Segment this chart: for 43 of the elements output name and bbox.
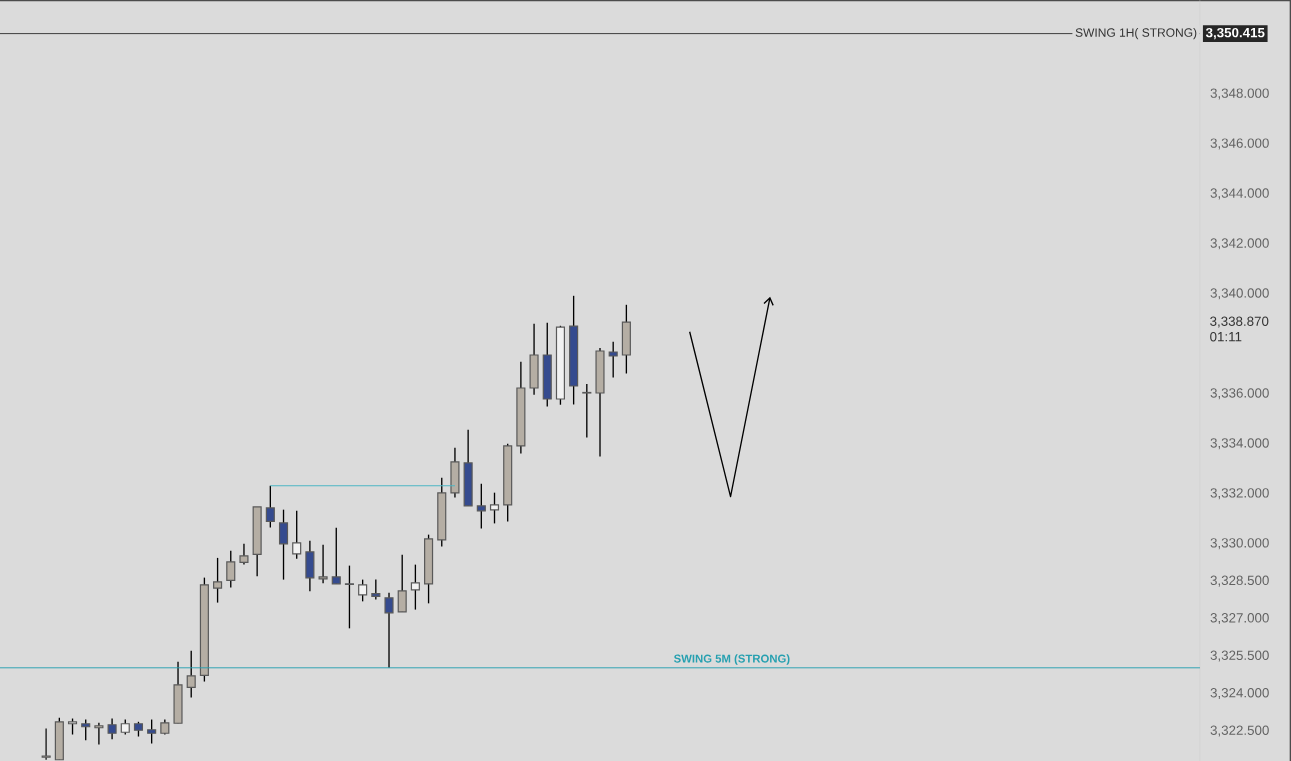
text: 3,350.415	[1205, 27, 1265, 40]
y-tick-label: 3,346.000	[1210, 138, 1269, 150]
y-tick-label: 3,344.000	[1210, 188, 1269, 200]
candlestick	[582, 383, 592, 439]
candlestick	[278, 508, 289, 581]
candlestick	[147, 718, 157, 745]
y-tick-label: 3,325.500	[1210, 650, 1269, 662]
candlestick	[265, 485, 275, 529]
candlestick	[608, 341, 618, 379]
y-tick-label: 3,336.000	[1210, 388, 1269, 400]
y-tick-label: 3,330.000	[1210, 538, 1269, 550]
y-tick-label: 3,348.000	[1210, 88, 1269, 100]
y-tick-label: 3,342.000	[1210, 238, 1269, 250]
y-tick-label: 3,340.000	[1210, 288, 1269, 300]
candlestick	[239, 542, 249, 566]
y-tick-label: 3,324.000	[1210, 688, 1269, 700]
candlestick	[292, 509, 302, 560]
candlestick	[358, 578, 368, 603]
y-tick-label: 3,328.500	[1210, 575, 1269, 587]
candlestick	[226, 549, 236, 589]
y-tick-label: 3,334.000	[1210, 438, 1269, 450]
candlestick	[331, 526, 341, 585]
candlestick	[397, 553, 407, 613]
text: 01:11	[1210, 331, 1242, 342]
y-tick-label: 3,327.000	[1210, 613, 1269, 625]
text: 3,338.870	[1210, 316, 1269, 328]
candlestick	[94, 722, 104, 746]
candlestick	[213, 557, 223, 604]
candlestick	[476, 483, 486, 530]
ref-line-label: SWING 5M (STRONG)	[673, 654, 790, 665]
candlestick	[318, 543, 328, 585]
y-tick-label: 3,332.000	[1210, 488, 1269, 500]
y-tick-label: 3,322.500	[1210, 725, 1269, 737]
candlestick	[371, 578, 381, 601]
ref-line-label: SWING 1H( STRONG)	[1075, 28, 1197, 40]
candlestick	[107, 717, 117, 740]
candlestick	[186, 650, 196, 699]
candlestick	[41, 727, 51, 761]
candlestick	[81, 718, 91, 741]
candlestick	[489, 492, 500, 525]
candlestick	[344, 564, 355, 629]
candlestick	[410, 563, 420, 611]
candlestick	[384, 592, 394, 669]
